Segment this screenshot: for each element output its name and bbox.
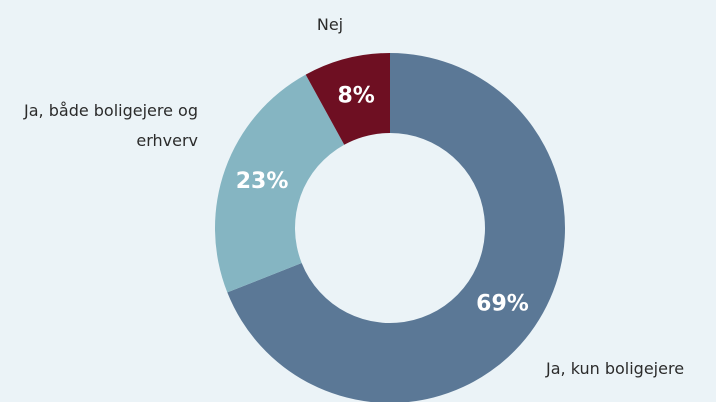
value-label: 8% xyxy=(337,83,374,108)
category-label: Ja, både boligejere og erhverv xyxy=(24,101,198,150)
donut-slice xyxy=(227,53,565,402)
donut-slice xyxy=(215,74,345,293)
category-label: Nej xyxy=(316,15,344,34)
value-label: 69% xyxy=(476,291,529,316)
value-label: 23% xyxy=(236,169,289,194)
category-label: Ja, kun boligejere xyxy=(546,359,685,378)
donut-slice xyxy=(305,53,390,145)
